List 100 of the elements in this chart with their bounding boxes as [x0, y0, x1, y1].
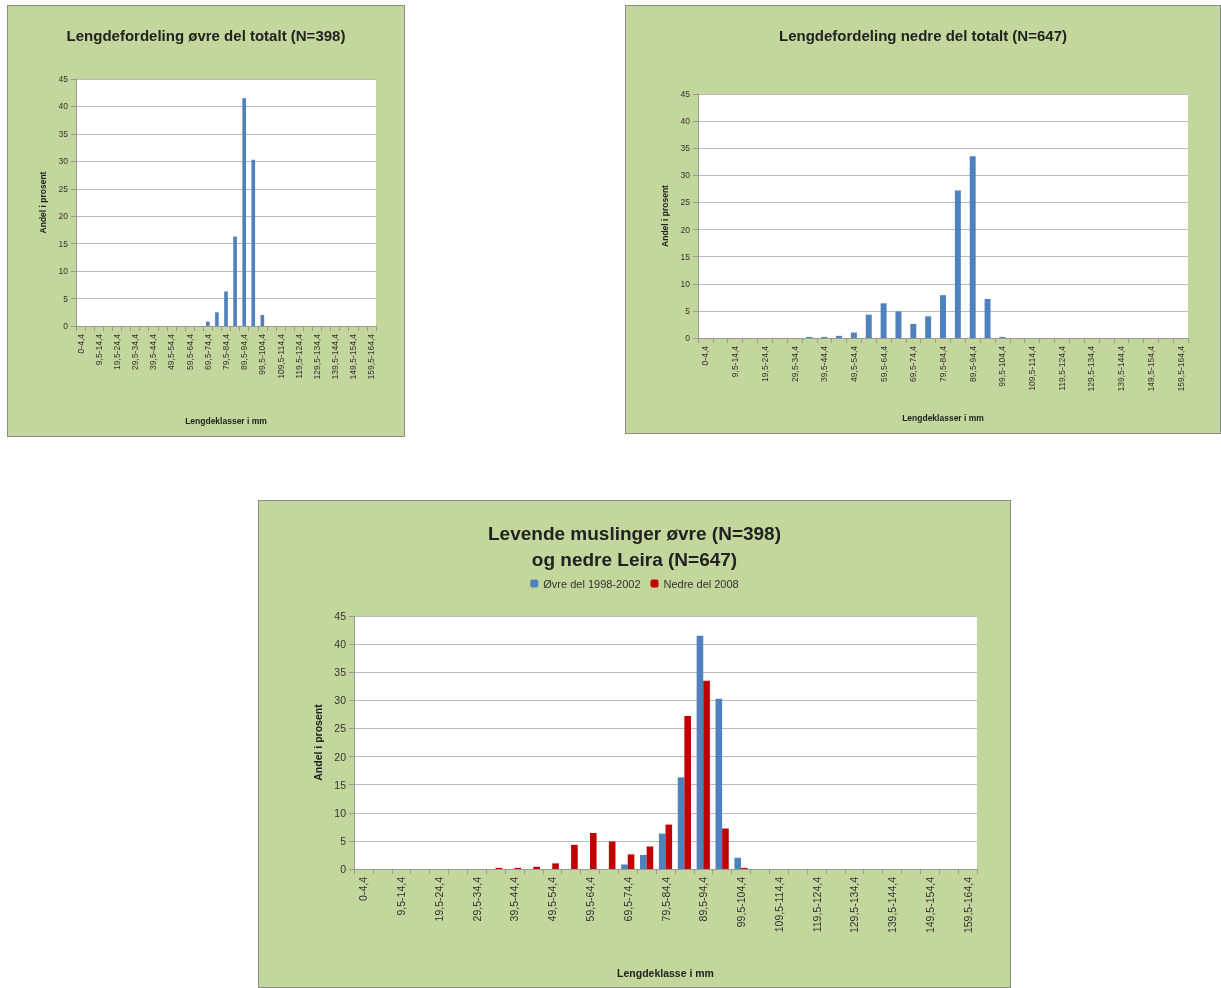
y-tick-label: 5: [340, 834, 347, 847]
y-tick-label: 0: [63, 321, 69, 331]
x-tick-label: 79,5-84,4: [221, 333, 231, 370]
x-tick-label: 109,5-114,4: [275, 333, 286, 379]
x-tick-label: 19,5-24,4: [111, 333, 122, 370]
bar: [589, 833, 597, 869]
x-tick-label: 119,5-124,4: [293, 333, 304, 379]
x-tick-label: 159,5-164,4: [1175, 345, 1186, 392]
x-tick-label: 79,5-84,4: [938, 345, 948, 382]
x-tick-label: 9,5-14,4: [730, 345, 741, 378]
x-tick-label: 129,5-134,4: [1086, 345, 1097, 392]
x-tick-label: 99,5-104,4: [735, 876, 748, 928]
y-tick-label: 25: [680, 197, 691, 208]
bar: [715, 698, 723, 869]
x-tick-label: 159,5-164,4: [961, 876, 974, 934]
bar: [910, 323, 917, 338]
x-tick-label: 39,5-44,4: [508, 876, 521, 922]
bar: [621, 864, 628, 869]
bar: [533, 866, 540, 869]
chart-title: Lengdefordeling øvre del totalt (N=398): [66, 27, 346, 44]
x-tick-label: 49,5-54,4: [546, 876, 559, 922]
x-tick-label: 29,5-34,4: [789, 345, 800, 382]
x-tick-label: 0-4,4: [75, 333, 86, 354]
x-axis-title: Lengdeklasse i mm: [617, 966, 714, 979]
x-tick-label: 119,5-124,4: [810, 876, 823, 933]
bar: [608, 841, 616, 869]
x-tick-label: 59,5-64,4: [184, 333, 195, 370]
x-tick-label: 0-4,4: [357, 876, 370, 901]
x-tick-label: 149,5-154,4: [923, 876, 936, 934]
x-tick-label: 89,5-94,4: [239, 333, 250, 370]
y-tick-label: 10: [334, 806, 347, 819]
bar: [703, 680, 710, 869]
y-tick-label: 45: [58, 74, 69, 84]
x-axis-title: Lengdeklasser i mm: [185, 415, 268, 426]
y-tick-label: 30: [58, 156, 69, 167]
bar: [206, 321, 210, 326]
y-tick-label: 35: [680, 143, 691, 154]
x-tick-label: 19,5-24,4: [759, 345, 770, 382]
bar: [571, 844, 578, 869]
y-tick-label: 10: [680, 278, 691, 289]
x-tick-label: 39,5-44,4: [819, 345, 830, 382]
y-tick-label: 5: [63, 293, 69, 304]
x-tick-label: 159,5-164,4: [366, 333, 377, 380]
y-tick-label: 15: [680, 251, 691, 262]
bar: [954, 190, 961, 338]
x-tick-label: 99,5-104,4: [257, 333, 268, 375]
y-tick-label: 40: [58, 101, 69, 112]
x-tick-label: 139,5-144,4: [1116, 345, 1127, 392]
chart-title: Levende muslinger øvre (N=398) og nedre Leira (N=647): [487, 522, 782, 571]
x-tick-label: 79,5-84,4: [659, 876, 672, 922]
x-tick-label: 89,5-94,4: [697, 876, 710, 922]
x-tick-label: 69,5-74,4: [621, 876, 634, 922]
x-tick-label: 139,5-144,4: [886, 876, 899, 934]
x-tick-label: 99,5-104,4: [997, 345, 1008, 387]
bar: [552, 863, 559, 869]
bar: [233, 236, 237, 326]
x-tick-label: 69,5-74,4: [908, 345, 919, 382]
y-tick-label: 20: [680, 224, 691, 235]
bar: [722, 828, 729, 869]
chart-title: Lengdefordeling nedre del totalt (N=647): [779, 27, 1067, 44]
bar: [640, 854, 647, 869]
legend-label: Øvre del 1998-2002: [543, 577, 641, 590]
x-tick-label: 59,5-64,4: [583, 876, 596, 922]
x-tick-label: 9,5-14,4: [395, 876, 408, 916]
x-axis-title: Lengdeklasser i mm: [902, 412, 985, 423]
y-tick-label: 15: [334, 778, 347, 791]
x-tick-label: 9,5-14,4: [93, 333, 104, 366]
x-tick-label: 109,5-114,4: [1027, 345, 1038, 391]
y-tick-label: 0: [340, 863, 347, 875]
y-tick-label: 25: [334, 722, 347, 735]
y-tick-label: 40: [334, 638, 347, 651]
y-tick-label: 5: [685, 305, 691, 316]
bar: [895, 311, 902, 338]
y-tick-label: 0: [685, 333, 691, 343]
x-tick-label: 89,5-94,4: [967, 345, 978, 382]
x-tick-label: 39,5-44,4: [148, 333, 159, 370]
bar: [627, 854, 635, 869]
bar: [984, 298, 991, 338]
y-tick-label: 35: [58, 128, 69, 139]
legend-label: Nedre del 2008: [663, 577, 739, 590]
bar: [836, 335, 843, 338]
bar: [850, 332, 857, 338]
bar: [251, 159, 256, 326]
y-tick-label: 20: [58, 211, 69, 222]
x-tick-label: 129,5-134,4: [311, 333, 322, 380]
x-tick-label: 69,5-74,4: [202, 333, 213, 370]
y-axis-title: Andel i prosent: [311, 703, 324, 781]
bar: [665, 824, 673, 869]
x-tick-label: 0-4,4: [700, 345, 711, 366]
y-tick-label: 45: [680, 89, 691, 99]
bar: [224, 291, 228, 326]
y-tick-label: 30: [334, 694, 347, 707]
x-tick-label: 119,5-124,4: [1056, 345, 1067, 391]
y-tick-label: 45: [334, 610, 347, 622]
y-tick-label: 15: [58, 238, 69, 249]
bar: [734, 857, 742, 869]
bar: [242, 98, 246, 326]
bar: [969, 156, 976, 338]
x-tick-label: 29,5-34,4: [470, 876, 483, 922]
bar: [865, 314, 872, 338]
